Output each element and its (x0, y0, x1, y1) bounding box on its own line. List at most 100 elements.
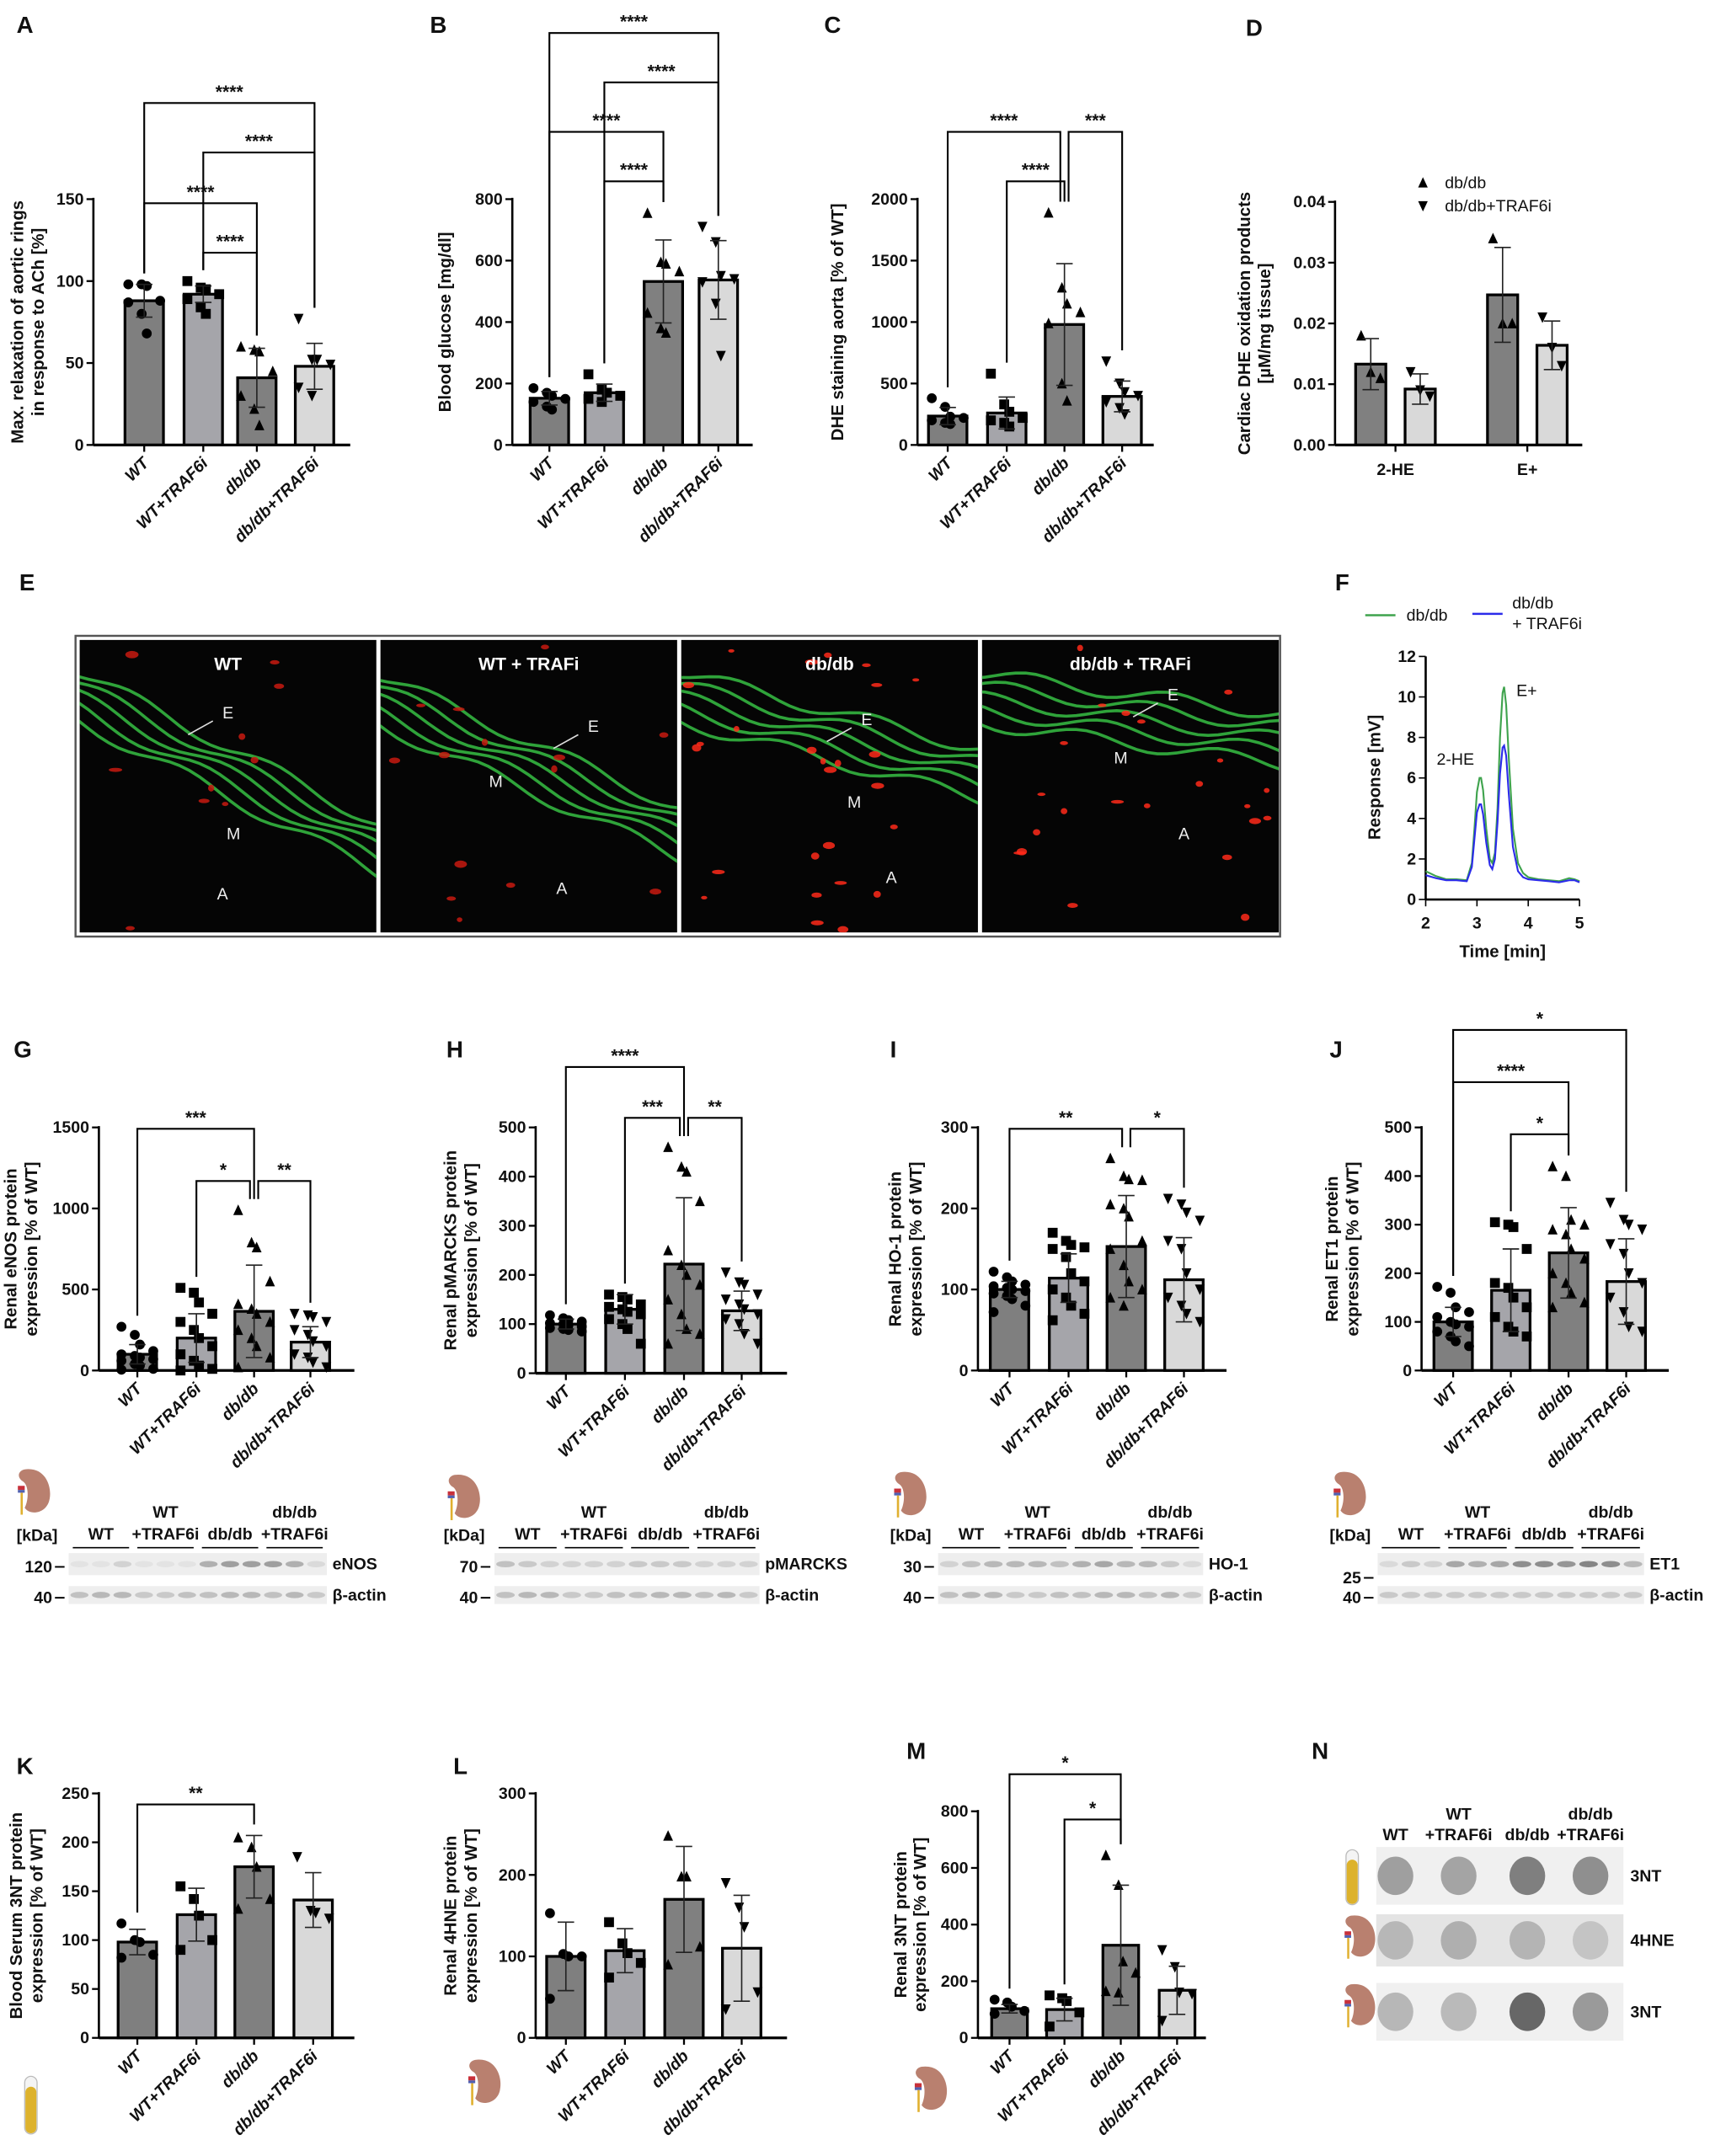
x-tick-label: db/db (218, 2047, 263, 2092)
data-point (1176, 1199, 1187, 1210)
data-point (148, 1364, 158, 1374)
significance-label: **** (990, 111, 1018, 131)
data-point (189, 1325, 200, 1336)
blot-band (221, 1561, 239, 1567)
y-tick-label: 400 (941, 1916, 969, 1935)
blot-band (1006, 1592, 1025, 1598)
data-point (604, 1289, 614, 1300)
data-point (1119, 1170, 1129, 1182)
data-point (1101, 356, 1112, 367)
data-point (560, 393, 570, 404)
data-point (267, 366, 278, 376)
data-point (1637, 1326, 1648, 1337)
blot-band (1160, 1592, 1180, 1598)
data-point (1508, 1292, 1519, 1303)
data-point (739, 1328, 750, 1340)
significance-bracket (687, 1117, 743, 1262)
y-axis-label: expression [% of WT] (907, 1161, 926, 1336)
data-point (752, 1309, 763, 1321)
blot-band (695, 1592, 714, 1598)
x-tick-label: db/db (1029, 454, 1073, 499)
histology-title: WT (214, 655, 242, 675)
data-point (1579, 1296, 1590, 1308)
group-label: db/db (704, 1503, 749, 1522)
data-point (1557, 360, 1567, 372)
blot-band (286, 1592, 304, 1598)
data-point (617, 1938, 628, 1949)
protein-label: eNOS (333, 1556, 377, 1574)
elastic-lamina (981, 704, 1280, 753)
data-point (1119, 1299, 1129, 1311)
dhe-signal (701, 895, 708, 899)
significance-bracket (603, 180, 665, 364)
data-point (617, 1292, 628, 1302)
data-point (232, 1832, 243, 1843)
data-point (988, 1281, 999, 1292)
y-tick-label: 400 (499, 1168, 526, 1187)
data-point (1020, 1286, 1031, 1296)
group-label: db/db (1522, 1525, 1567, 1544)
data-point (1618, 1248, 1629, 1260)
data-point (1194, 1316, 1205, 1328)
data-point (1547, 1301, 1558, 1313)
data-point (1451, 1319, 1461, 1330)
dhe-signal (208, 784, 215, 792)
y-tick-label: 600 (941, 1859, 969, 1877)
data-point (207, 1935, 217, 1945)
data-point (623, 1324, 633, 1334)
y-tick-label: 10 (1397, 688, 1416, 707)
data-point (130, 1330, 140, 1340)
panel-letter-E: E (19, 569, 35, 595)
y-tick-label: 300 (499, 1217, 526, 1235)
data-point (1061, 1251, 1071, 1262)
data-point (676, 1161, 687, 1172)
y-tick-label: 300 (499, 1785, 526, 1803)
significance-bracket (257, 1180, 312, 1303)
column-label: db/db (1568, 1805, 1613, 1823)
data-point (254, 419, 265, 430)
panel-letter-F: F (1335, 569, 1349, 595)
significance-label: *** (642, 1097, 663, 1117)
dhe-signal (222, 802, 229, 807)
y-tick-label: 0 (959, 2029, 969, 2047)
data-point (1075, 307, 1086, 318)
data-point (194, 1360, 205, 1371)
legend-entry: db/db+TRAF6i (1445, 197, 1552, 216)
x-tick-label: 2-HE (1376, 461, 1414, 479)
tissue (380, 644, 677, 922)
data-point (720, 2004, 731, 2015)
y-tick-label: 0 (1403, 1362, 1412, 1380)
y-tick-label: 500 (1385, 1118, 1413, 1137)
blot-strip (68, 1553, 328, 1576)
blot-band (739, 1592, 758, 1598)
blot-band (650, 1592, 670, 1598)
significance-bracket (564, 1065, 686, 1305)
data-point (604, 1301, 614, 1312)
dhe-signal (873, 890, 881, 898)
data-point (986, 368, 997, 379)
data-point (1194, 1284, 1205, 1295)
data-point (1561, 1170, 1571, 1182)
data-point (986, 415, 997, 426)
group-label: +TRAF6i (132, 1525, 200, 1544)
data-point (1547, 1224, 1558, 1235)
data-point (720, 1294, 731, 1305)
chart-panel-D: 0.00 0.01 0.02 0.03 0.04 Cardiac DHE oxidatio… (1236, 173, 1583, 479)
panel-letter-M: M (906, 1738, 926, 1764)
data-point (1566, 1243, 1576, 1254)
blot-band (199, 1561, 218, 1567)
data-point (623, 1306, 633, 1317)
group-label: WT (88, 1525, 114, 1544)
data-point (1119, 1203, 1129, 1214)
y-axis-label: expression [% of WT] (462, 1828, 481, 2003)
panel-letter-L: L (453, 1753, 468, 1780)
data-point (1181, 1207, 1192, 1219)
kidney-icon (1344, 1915, 1376, 1959)
y-axis-label: Renal eNOS protein (3, 1168, 21, 1329)
data-point (1187, 1988, 1197, 2000)
layer-label-E: E (222, 704, 233, 723)
blot-band (1623, 1592, 1643, 1598)
blot-band (1094, 1561, 1114, 1567)
mw-marker: 40 (903, 1589, 922, 1608)
